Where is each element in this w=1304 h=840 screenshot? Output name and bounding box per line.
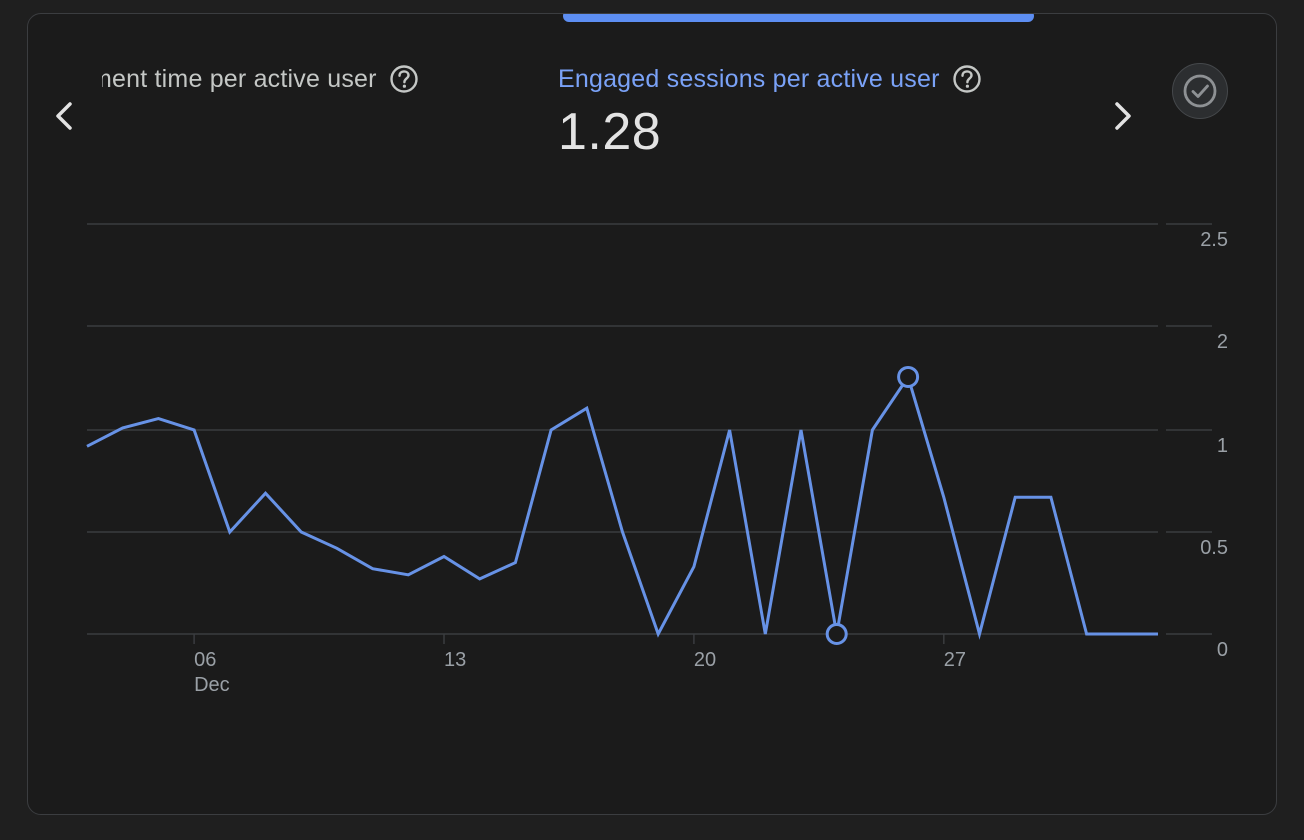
previous-metric-label: ment time per active user [102, 64, 377, 93]
chevron-left-icon [56, 102, 72, 130]
tab-engaged-sessions[interactable]: Engaged sessions per active user [558, 59, 982, 99]
metric-value: 1.28 [558, 103, 662, 161]
tab-previous-metric[interactable]: ment time per active user [102, 59, 492, 99]
help-circle-icon[interactable] [389, 64, 419, 94]
previous-metric-button[interactable] [43, 92, 85, 140]
x-tick-label: 06 [194, 649, 216, 671]
x-tick-label: 27 [944, 649, 966, 671]
y-tick-label: 0 [1217, 639, 1228, 661]
x-tick-sublabel: Dec [194, 674, 230, 696]
series-line [86, 373, 1158, 640]
next-metric-button[interactable] [1102, 92, 1144, 140]
x-tick-label: 20 [694, 649, 716, 671]
help-circle-icon[interactable] [952, 64, 982, 94]
check-circle-icon [1183, 74, 1217, 108]
y-tick-label: 1 [1217, 435, 1228, 457]
y-tick-label: 0.5 [1200, 537, 1228, 559]
highlighted-data-point [897, 365, 920, 388]
active-metric-label: Engaged sessions per active user [558, 64, 940, 93]
chevron-right-icon [1115, 102, 1131, 130]
y-tick-label: 2.5 [1200, 229, 1228, 251]
highlighted-data-point [825, 623, 848, 645]
y-tick-label: 2 [1217, 331, 1228, 353]
active-tab-indicator [563, 14, 1034, 22]
select-metric-button[interactable] [1172, 63, 1228, 119]
line-chart: 0 0.5 1 2 2.5 06 Dec 13 20 27 [86, 223, 1228, 696]
metric-card: ment time per active user Engaged sessio… [27, 13, 1277, 815]
x-tick-label: 13 [444, 649, 466, 671]
